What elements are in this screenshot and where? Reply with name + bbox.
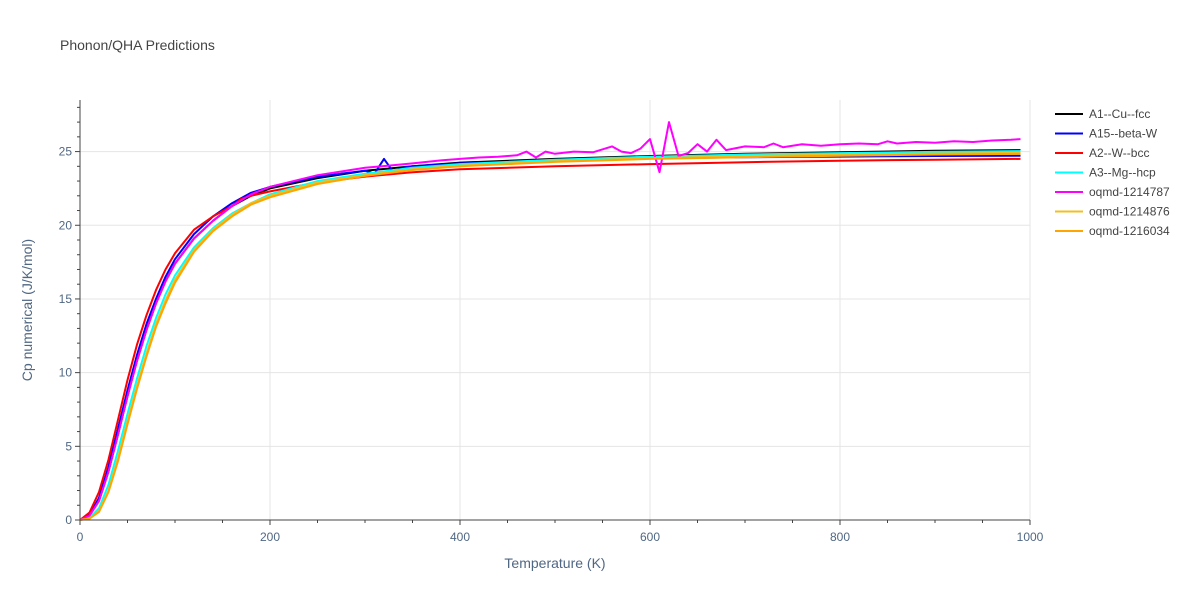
y-tick-label: 0 bbox=[65, 513, 72, 527]
legend-label: A2--W--bcc bbox=[1089, 146, 1149, 160]
y-axis-title: Cp numerical (J/K/mol) bbox=[19, 239, 35, 381]
x-tick-label: 400 bbox=[450, 530, 470, 544]
legend-label: oqmd-1216034 bbox=[1089, 224, 1170, 238]
x-tick-label: 600 bbox=[640, 530, 660, 544]
y-tick-label: 5 bbox=[65, 439, 72, 453]
x-tick-label: 0 bbox=[77, 530, 84, 544]
legend[interactable]: A1--Cu--fcc A15--beta-W A2--W--bcc A3--Mg--… bbox=[1055, 107, 1170, 238]
series-group bbox=[79, 121, 1021, 521]
x-axis-title: Temperature (K) bbox=[504, 555, 605, 571]
legend-label: oqmd-1214787 bbox=[1089, 185, 1170, 199]
axes bbox=[75, 100, 1031, 525]
series-line-A2--W--bcc bbox=[79, 157, 1021, 521]
y-tick-label: 15 bbox=[59, 292, 73, 306]
series-line-oqmd-1216034 bbox=[79, 152, 1021, 521]
legend-item[interactable]: A2--W--bcc bbox=[1055, 146, 1149, 160]
y-tick-label: 20 bbox=[59, 218, 73, 232]
legend-label: A15--beta-W bbox=[1089, 127, 1158, 141]
x-tick-label: 800 bbox=[830, 530, 850, 544]
x-tick-label: 200 bbox=[260, 530, 280, 544]
series-line-oqmd-1214876 bbox=[79, 151, 1021, 521]
legend-label: oqmd-1214876 bbox=[1089, 205, 1170, 219]
series-line-A3--Mg--hcp bbox=[79, 150, 1021, 521]
legend-item[interactable]: oqmd-1216034 bbox=[1055, 224, 1170, 238]
legend-item[interactable]: oqmd-1214876 bbox=[1055, 205, 1170, 219]
y-tick-label: 25 bbox=[59, 145, 73, 159]
legend-label: A3--Mg--hcp bbox=[1089, 166, 1156, 180]
tick-labels: 0 200 400 600 800 1000 0 5 10 15 20 25 bbox=[59, 145, 1044, 544]
x-tick-label: 1000 bbox=[1017, 530, 1044, 544]
series-line-oqmd-1214787 bbox=[79, 121, 1021, 521]
series-line-A15--beta-W bbox=[79, 154, 1021, 521]
chart-title: Phonon/QHA Predictions bbox=[60, 37, 215, 53]
legend-label: A1--Cu--fcc bbox=[1089, 107, 1150, 121]
legend-item[interactable]: A15--beta-W bbox=[1055, 127, 1158, 141]
legend-item[interactable]: A3--Mg--hcp bbox=[1055, 166, 1156, 180]
grid-lines bbox=[80, 100, 1031, 520]
y-tick-label: 10 bbox=[59, 366, 73, 380]
legend-item[interactable]: A1--Cu--fcc bbox=[1055, 107, 1150, 121]
series-line-A1--Cu--fcc bbox=[79, 149, 1021, 521]
legend-item[interactable]: oqmd-1214787 bbox=[1055, 185, 1170, 199]
